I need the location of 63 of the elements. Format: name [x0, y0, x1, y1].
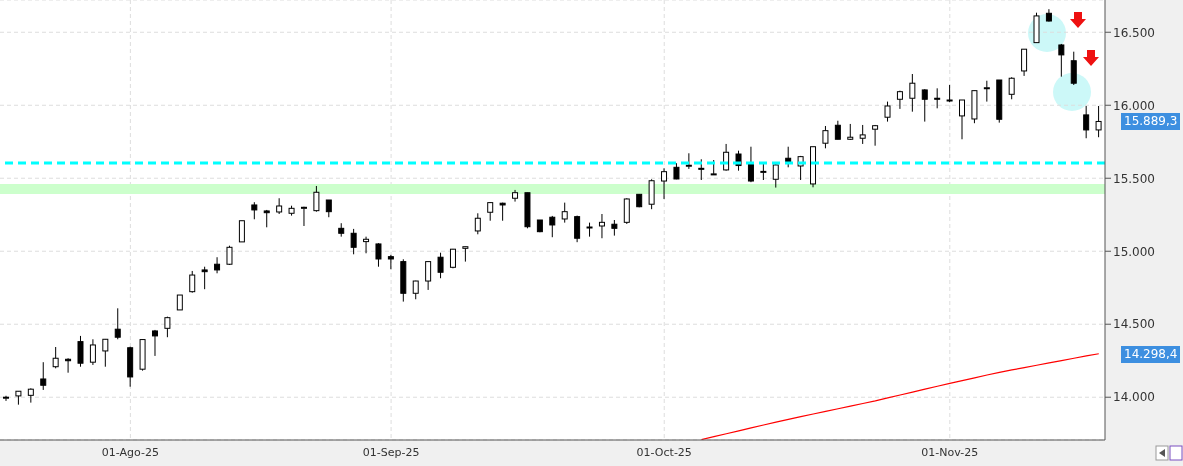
candlestick	[474, 212, 481, 235]
candlestick	[1083, 105, 1090, 139]
candlestick	[561, 202, 568, 224]
y-tick-label: 15.000	[1113, 244, 1155, 259]
candlestick	[151, 329, 158, 357]
candlestick	[1021, 48, 1028, 77]
candlestick	[52, 346, 59, 369]
x-tick-label: 01-Nov-25	[921, 445, 979, 459]
candlestick	[1008, 76, 1015, 100]
y-tick-label: 16.500	[1113, 25, 1155, 40]
candlestick	[859, 124, 866, 145]
candlestick	[909, 73, 916, 113]
candlestick	[1070, 51, 1077, 86]
candlestick	[276, 197, 283, 215]
candlestick	[698, 158, 705, 181]
candlestick	[983, 80, 990, 103]
y-tick-label: 14.000	[1113, 390, 1155, 405]
candlestick	[102, 338, 109, 368]
candlestick	[226, 245, 233, 266]
candlestick	[375, 242, 382, 268]
candlestick	[1095, 105, 1102, 138]
candlestick	[3, 395, 9, 402]
candlestick	[363, 236, 370, 254]
candlestick	[934, 87, 941, 109]
y-tick-label: 16.000	[1113, 98, 1155, 113]
text: 15.889,3	[1121, 113, 1181, 131]
candlestick	[387, 254, 394, 270]
candlestick	[114, 307, 121, 340]
candlestick	[189, 270, 196, 294]
candlestick	[648, 178, 655, 210]
x-tick-label: 01-Ago-25	[101, 445, 159, 459]
candlestick	[89, 338, 96, 366]
candlestick	[623, 197, 630, 225]
candlestick	[313, 185, 320, 213]
x-tick-label: 01-Oct-25	[636, 445, 692, 459]
candlestick	[425, 261, 432, 291]
candlestick	[201, 266, 208, 290]
candlestick	[921, 88, 928, 123]
candlestick	[412, 280, 419, 300]
y-tick-label: 15.500	[1113, 171, 1155, 186]
candlestick	[487, 201, 494, 222]
candlestick	[1058, 43, 1065, 78]
line-series	[700, 353, 1100, 440]
candlestick	[40, 361, 47, 391]
candlestick	[772, 163, 779, 189]
candlestick	[834, 120, 841, 140]
x-tick-label: 01-Sep-25	[362, 445, 420, 459]
candlestick	[959, 99, 966, 140]
candlestick	[598, 213, 605, 239]
candlestick	[77, 335, 84, 368]
candlestick	[747, 146, 754, 183]
candlestick	[437, 252, 444, 279]
candlestick	[214, 256, 221, 274]
candlestick	[685, 152, 692, 170]
candlestick	[238, 220, 245, 243]
text: 14.298,4	[1121, 345, 1181, 363]
candlestick	[661, 167, 668, 200]
candlestick	[350, 228, 357, 255]
candlestick	[884, 101, 891, 123]
candlestick	[549, 215, 556, 238]
y-tick-label: 14.500	[1113, 317, 1155, 332]
candlestick	[574, 215, 581, 243]
candlestick	[822, 125, 829, 149]
